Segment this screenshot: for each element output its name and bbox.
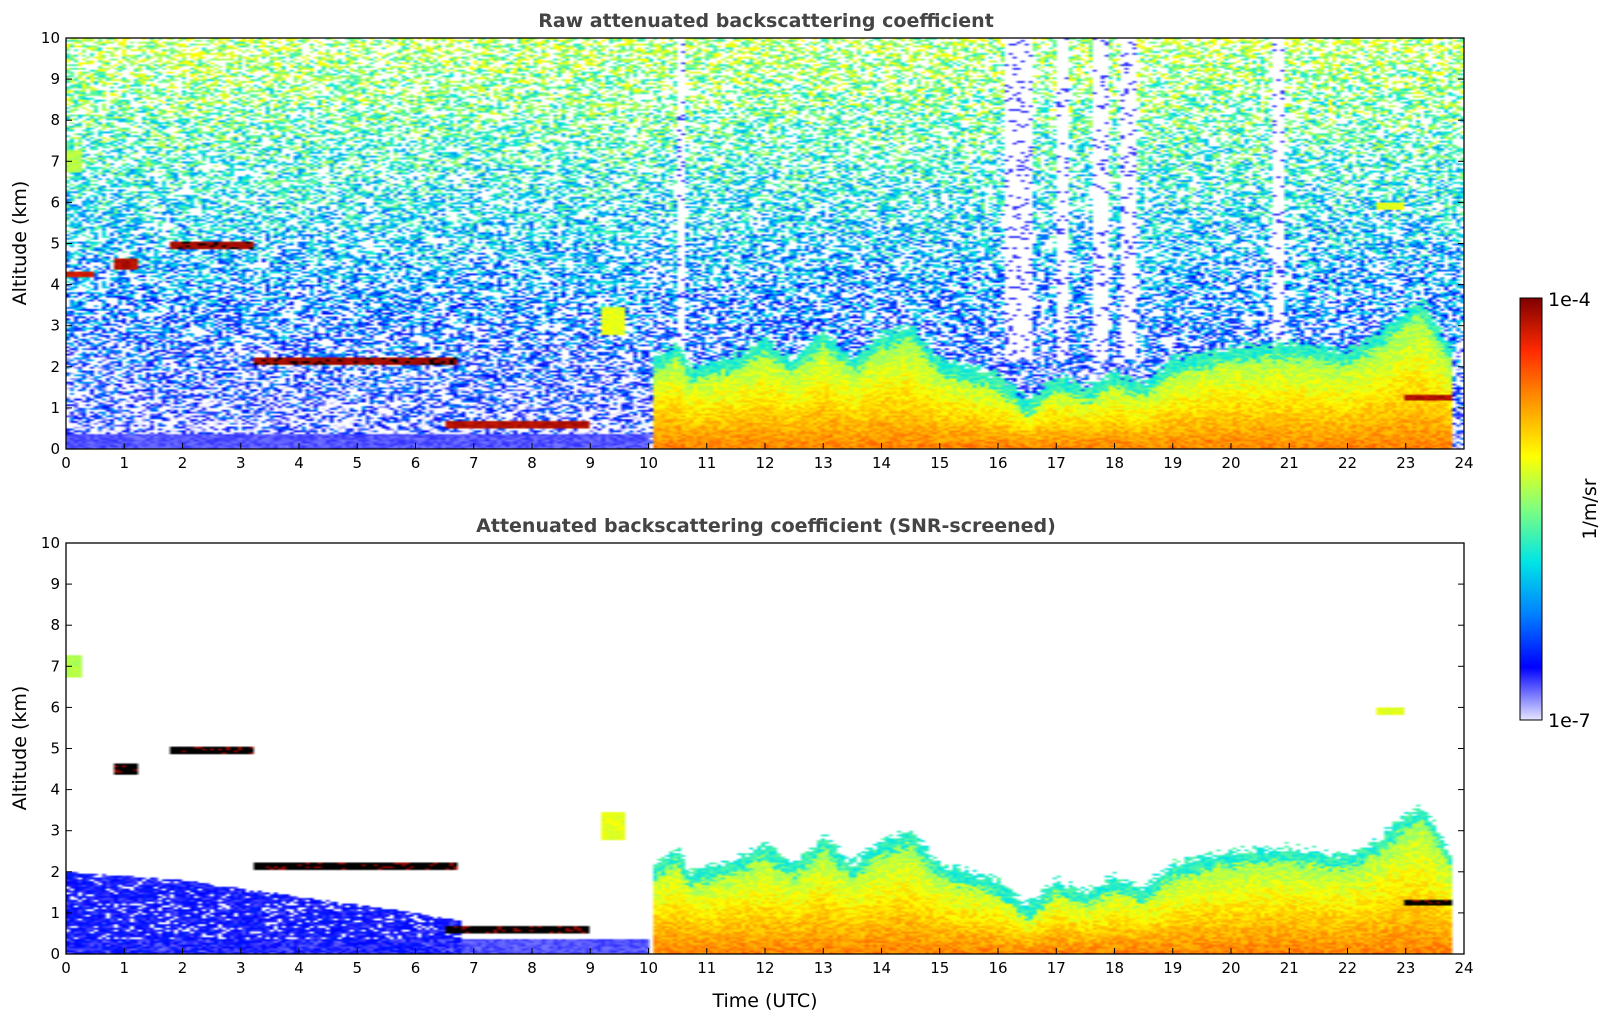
y-tick-label: 3 [50,822,60,840]
chart-title-raw: Raw attenuated backscattering coefficien… [538,10,994,32]
x-tick-label: 8 [527,959,537,977]
y-tick-label: 3 [50,317,60,335]
x-tick-label: 6 [411,959,421,977]
y-tick-label: 8 [50,616,60,634]
x-axis-label: Time (UTC) [711,990,817,1012]
y-tick-label: 2 [50,358,60,376]
x-tick-label: 19 [1163,959,1182,977]
x-tick-label: 11 [697,454,716,472]
x-tick-label: 14 [872,454,891,472]
chart-title-screened: Attenuated backscattering coefficient (S… [476,515,1056,537]
colorbar-min-label: 1e-7 [1548,710,1591,732]
y-tick-label: 9 [50,70,60,88]
y-ticks-raw: 0 1 2 3 4 5 6 7 8 9 10 [41,29,1464,458]
x-tick-label: 20 [1221,454,1240,472]
x-tick-label: 5 [352,959,362,977]
x-tick-label: 10 [639,959,658,977]
colorbar: 1e-4 1e-7 1/m/sr [1519,289,1601,732]
y-tick-label: 6 [50,698,60,716]
colorbar-unit-label: 1/m/sr [1579,478,1601,539]
x-tick-label: 16 [988,959,1007,977]
x-tick-label: 12 [755,454,774,472]
y-tick-label: 10 [41,29,60,47]
x-tick-label: 12 [755,959,774,977]
x-tick-label: 11 [697,959,716,977]
x-tick-label: 14 [872,959,891,977]
y-ticks-screened: 0 1 2 3 4 5 6 7 8 9 10 [41,534,1464,963]
x-tick-label: 22 [1338,454,1357,472]
x-tick-label: 16 [988,454,1007,472]
x-tick-label: 20 [1221,959,1240,977]
x-tick-label: 9 [585,454,595,472]
x-tick-label: 13 [814,454,833,472]
colorbar-max-label: 1e-4 [1548,289,1591,311]
x-tick-label: 7 [469,454,479,472]
x-tick-label: 4 [294,959,304,977]
y-tick-label: 0 [50,945,60,963]
x-ticks-screened: 0 1 2 3 4 5 6 7 8 9 10 11 12 13 14 15 16 17 18 19 20 21 22 23 24 [61,948,1474,977]
y-tick-label: 1 [50,399,60,417]
x-tick-label: 6 [411,454,421,472]
x-tick-label: 21 [1280,959,1299,977]
y-tick-label: 0 [50,440,60,458]
x-tick-label: 2 [178,454,188,472]
x-tick-label: 5 [352,454,362,472]
x-tick-label: 0 [61,454,71,472]
x-tick-label: 22 [1338,959,1357,977]
y-tick-label: 6 [50,193,60,211]
y-tick-label: 4 [50,276,60,294]
x-tick-label: 0 [61,959,71,977]
y-tick-label: 10 [41,534,60,552]
x-tick-label: 23 [1396,454,1415,472]
x-tick-label: 13 [814,959,833,977]
x-tick-label: 17 [1047,959,1066,977]
x-tick-label: 8 [527,454,537,472]
x-tick-label: 3 [236,959,246,977]
y-tick-label: 7 [50,152,60,170]
x-tick-label: 17 [1047,454,1066,472]
x-tick-label: 1 [119,959,129,977]
chart-screened: Attenuated backscattering coefficient (S… [9,515,1474,1012]
x-tick-label: 9 [585,959,595,977]
x-tick-label: 21 [1280,454,1299,472]
x-tick-label: 23 [1396,959,1415,977]
x-tick-label: 15 [930,959,949,977]
y-tick-label: 5 [50,740,60,758]
y-tick-label: 5 [50,235,60,253]
x-tick-label: 3 [236,454,246,472]
colorbar-gradient [1519,297,1543,721]
y-tick-label: 7 [50,657,60,675]
x-tick-label: 4 [294,454,304,472]
y-tick-label: 2 [50,863,60,881]
x-tick-label: 19 [1163,454,1182,472]
x-tick-label: 18 [1105,454,1124,472]
y-tick-label: 8 [50,111,60,129]
x-tick-label: 10 [639,454,658,472]
heatmap-screened [66,543,1464,954]
x-tick-label: 24 [1454,959,1473,977]
x-tick-label: 7 [469,959,479,977]
y-tick-label: 9 [50,575,60,593]
x-tick-label: 1 [119,454,129,472]
y-axis-label-raw: Altitude (km) [9,181,31,306]
x-tick-label: 15 [930,454,949,472]
y-tick-label: 4 [50,781,60,799]
x-tick-label: 24 [1454,454,1473,472]
chart-raw: Raw attenuated backscattering coefficien… [9,10,1474,472]
heatmap-raw [66,38,1464,449]
y-axis-label-screened: Altitude (km) [9,686,31,811]
x-ticks-raw: 0 1 2 3 4 5 6 7 8 9 10 11 12 13 14 15 16 17 18 19 20 21 22 23 24 [61,443,1474,472]
x-tick-label: 2 [178,959,188,977]
x-tick-label: 18 [1105,959,1124,977]
y-tick-label: 1 [50,904,60,922]
